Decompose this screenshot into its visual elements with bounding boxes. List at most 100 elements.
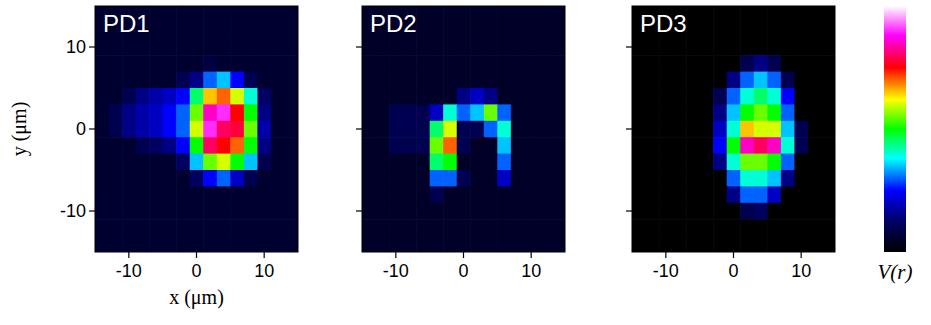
cell xyxy=(821,72,835,89)
panel-title: PD3 xyxy=(640,10,687,37)
cell xyxy=(217,186,231,203)
cell xyxy=(470,154,484,171)
cell xyxy=(821,6,835,23)
cell xyxy=(284,170,298,187)
cell xyxy=(149,39,163,56)
cell xyxy=(136,186,150,203)
cell xyxy=(524,88,538,105)
cell xyxy=(271,170,285,187)
cell xyxy=(230,170,244,187)
cell xyxy=(284,186,298,203)
cell xyxy=(362,104,376,121)
cell xyxy=(767,88,781,105)
figure: -10010-10010PD1x (μm)y (μm)-10010PD2-100… xyxy=(0,0,931,325)
cell xyxy=(713,88,727,105)
cell xyxy=(203,6,217,23)
cell xyxy=(497,6,511,23)
cell xyxy=(257,22,271,39)
cell xyxy=(632,154,646,171)
x-tick xyxy=(531,252,532,258)
cell xyxy=(632,170,646,187)
cell xyxy=(457,170,471,187)
cell xyxy=(673,203,687,220)
cell xyxy=(700,137,714,154)
cell xyxy=(700,186,714,203)
cell xyxy=(257,170,271,187)
cell xyxy=(230,88,244,105)
cell xyxy=(244,236,258,252)
cell xyxy=(484,72,498,89)
cell xyxy=(244,121,258,138)
cell xyxy=(821,137,835,154)
cell xyxy=(538,55,552,72)
cell xyxy=(700,55,714,72)
cell xyxy=(203,203,217,220)
cell xyxy=(176,203,190,220)
y-tick-label: 10 xyxy=(66,37,86,57)
cell xyxy=(632,39,646,56)
cell xyxy=(484,104,498,121)
cell xyxy=(203,154,217,171)
cell xyxy=(794,236,808,252)
cell xyxy=(176,137,190,154)
panel-title: PD1 xyxy=(103,10,150,37)
cell xyxy=(781,72,795,89)
cell xyxy=(781,236,795,252)
cell xyxy=(646,154,660,171)
cell xyxy=(808,170,822,187)
cell xyxy=(767,121,781,138)
cell xyxy=(271,6,285,23)
cell xyxy=(700,170,714,187)
cell xyxy=(403,236,417,252)
cell xyxy=(484,121,498,138)
cell xyxy=(362,203,376,220)
cell xyxy=(524,186,538,203)
cell xyxy=(538,186,552,203)
cell xyxy=(686,219,700,236)
cell xyxy=(109,72,123,89)
cell xyxy=(794,88,808,105)
cell xyxy=(362,72,376,89)
cell xyxy=(713,104,727,121)
cell xyxy=(163,137,177,154)
cell xyxy=(673,88,687,105)
cell xyxy=(767,72,781,89)
cell xyxy=(457,88,471,105)
cell xyxy=(203,55,217,72)
cell xyxy=(271,55,285,72)
cell xyxy=(284,154,298,171)
cell xyxy=(403,219,417,236)
cell xyxy=(659,137,673,154)
cell xyxy=(122,186,136,203)
x-tick-label: -10 xyxy=(653,261,679,281)
cell xyxy=(149,137,163,154)
cell xyxy=(430,203,444,220)
cell xyxy=(136,236,150,252)
cell xyxy=(632,203,646,220)
cell xyxy=(497,88,511,105)
cell xyxy=(470,6,484,23)
cell xyxy=(700,236,714,252)
cell xyxy=(109,170,123,187)
cell xyxy=(376,88,390,105)
cell xyxy=(551,39,565,56)
cell xyxy=(754,170,768,187)
cell xyxy=(551,104,565,121)
cell xyxy=(713,6,727,23)
cell xyxy=(551,137,565,154)
cell xyxy=(673,236,687,252)
cell xyxy=(754,6,768,23)
cell xyxy=(781,170,795,187)
cell xyxy=(470,72,484,89)
y-axis-title: y (μm) xyxy=(8,102,31,157)
cell xyxy=(95,55,109,72)
cell xyxy=(163,39,177,56)
cell xyxy=(538,104,552,121)
cell xyxy=(389,236,403,252)
cell xyxy=(176,22,190,39)
cell xyxy=(416,88,430,105)
cell xyxy=(362,121,376,138)
x-tick xyxy=(463,252,464,258)
cell xyxy=(659,186,673,203)
cell xyxy=(443,55,457,72)
